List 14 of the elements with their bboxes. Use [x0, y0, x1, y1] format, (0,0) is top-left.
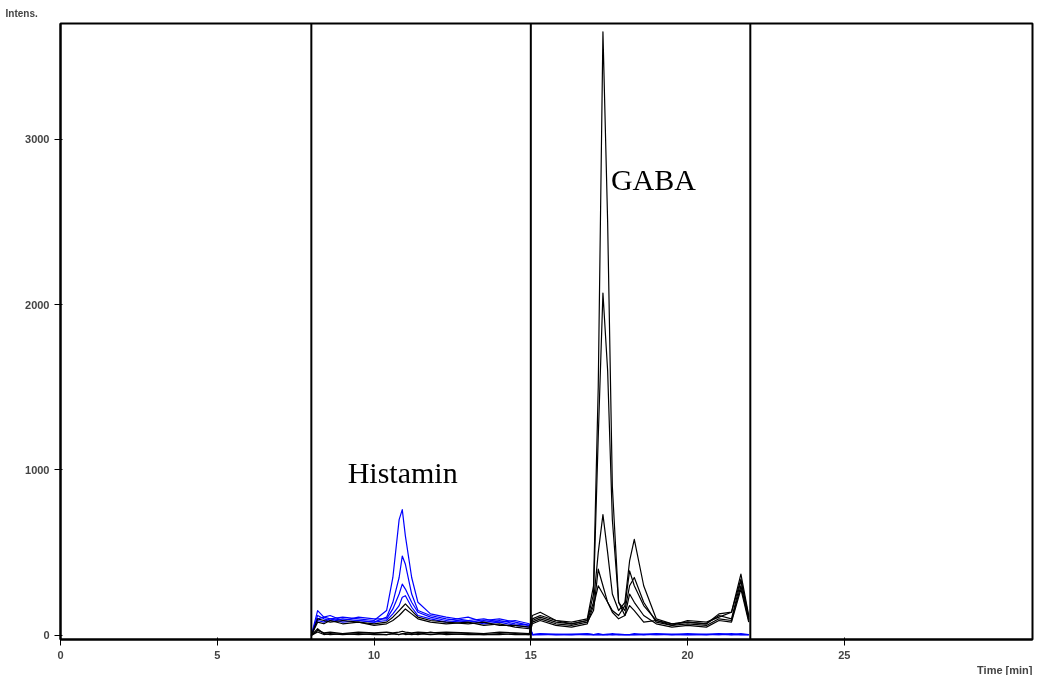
x-axis-title: Time [min] [977, 663, 1033, 676]
y-tick-label: 2000 [25, 298, 50, 311]
x-tick-label: 20 [681, 648, 694, 661]
y-tick-label: 1000 [25, 464, 50, 476]
y-tick-label: 3000 [25, 133, 50, 146]
y-tick-label: 0 [43, 629, 50, 642]
annotation: Histamin [347, 455, 458, 489]
x-tick-label: 5 [214, 648, 221, 661]
x-tick-label: 0 [57, 648, 64, 661]
x-tick-label: 25 [838, 648, 851, 661]
x-tick-label: 15 [524, 648, 537, 661]
annotation: GABA [610, 162, 697, 196]
x-tick-label: 10 [367, 648, 381, 661]
y-axis-title: Intens. [5, 7, 38, 19]
